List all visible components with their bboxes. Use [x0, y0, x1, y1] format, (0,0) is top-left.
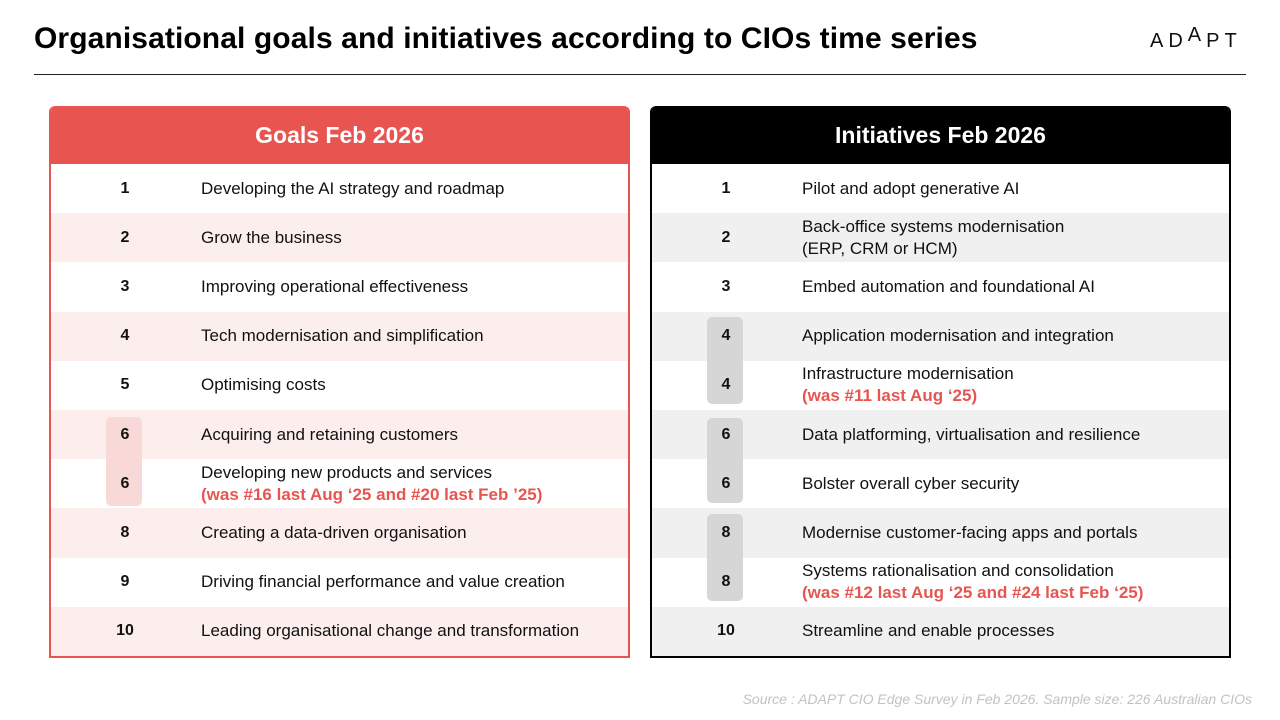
goals-header: Goals Feb 2026: [51, 106, 628, 164]
table-row: 4 Tech modernisation and simplification: [51, 311, 628, 361]
goals-panel: Goals Feb 2026 1 Developing the AI strate…: [49, 106, 630, 658]
row-label: Bolster overall cyber security: [802, 473, 1019, 495]
row-label: Data platforming, virtualisation and res…: [802, 424, 1140, 446]
table-row: 2 Grow the business: [51, 213, 628, 263]
rank-number: 3: [120, 277, 130, 295]
initiatives-tie-highlight-4: [707, 317, 743, 404]
row-label: Back-office systems modernisation (ERP, C…: [802, 216, 1064, 260]
initiatives-tie-highlight-8: [707, 514, 743, 601]
table-row: 6 Data platforming, virtualisation and re…: [652, 409, 1229, 460]
row-label: Systems rationalisation and consolidatio…: [802, 560, 1143, 604]
table-row: 8 Systems rationalisation and consolidati…: [652, 558, 1229, 607]
table-row: 8 Creating a data-driven organisation: [51, 508, 628, 558]
row-label-text: Embed automation and foundational AI: [802, 276, 1095, 296]
rank-number: 1: [721, 179, 731, 197]
rank-number: 2: [721, 228, 731, 246]
rank-number: 6: [120, 425, 130, 443]
row-label: Grow the business: [201, 227, 342, 249]
rank-number: 4: [120, 327, 130, 345]
row-label: Tech modernisation and simplification: [201, 325, 484, 347]
row-label-text: Systems rationalisation and consolidatio…: [802, 561, 1114, 581]
rank-change-note: (was #11 last Aug ‘25): [802, 386, 978, 406]
table-row: 6 Acquiring and retaining customers: [51, 409, 628, 460]
table-row: 6 Bolster overall cyber security: [652, 459, 1229, 508]
rank-number: 6: [120, 474, 130, 492]
rank-number: 10: [116, 622, 134, 640]
rank-number: 2: [120, 228, 130, 246]
initiatives-header: Initiatives Feb 2026: [652, 106, 1229, 164]
row-label: Application modernisation and integratio…: [802, 325, 1114, 347]
row-label-text: Infrastructure modernisation: [802, 364, 1014, 384]
row-label: Developing new products and services (was…: [201, 462, 542, 506]
row-label: Streamline and enable processes: [802, 620, 1054, 642]
row-label-text: Improving operational effectiveness: [201, 276, 469, 296]
table-row: 4 Application modernisation and integrati…: [652, 311, 1229, 361]
row-label-text: Streamline and enable processes: [802, 621, 1055, 641]
goals-tie-highlight: [106, 417, 142, 506]
rank-change-note: (was #12 last Aug ‘25 and #24 last Feb ‘…: [802, 583, 1144, 603]
rank-number: 6: [721, 474, 731, 492]
row-label: Driving financial performance and value …: [201, 571, 565, 593]
row-label: Leading organisational change and transf…: [201, 620, 579, 642]
row-label-text: Developing new products and services: [201, 462, 493, 482]
row-label-text: Bolster overall cyber security: [802, 473, 1020, 493]
row-label: Improving operational effectiveness: [201, 276, 468, 298]
title-divider: [34, 74, 1246, 75]
rank-number: 8: [721, 573, 731, 591]
table-row: 1 Pilot and adopt generative AI: [652, 164, 1229, 213]
row-label-text: Application modernisation and integratio…: [802, 326, 1114, 346]
table-row: 10 Streamline and enable processes: [652, 606, 1229, 656]
rank-number: 9: [120, 573, 130, 591]
table-row: 1 Developing the AI strategy and roadmap: [51, 164, 628, 213]
row-label-text: Data platforming, virtualisation and res…: [802, 424, 1141, 444]
row-label: Embed automation and foundational AI: [802, 276, 1095, 298]
row-label: Creating a data-driven organisation: [201, 522, 467, 544]
row-label: Modernise customer-facing apps and porta…: [802, 522, 1137, 544]
row-label-text: Optimising costs: [201, 375, 326, 395]
source-note: Source : ADAPT CIO Edge Survey in Feb 20…: [742, 691, 1252, 707]
table-row: 6 Developing new products and services (wa…: [51, 459, 628, 508]
rank-number: 8: [721, 523, 731, 541]
row-label: Infrastructure modernisation (was #11 las…: [802, 363, 1014, 407]
initiatives-panel: Initiatives Feb 2026 1 Pilot and adopt ge…: [650, 106, 1231, 658]
table-row: 8 Modernise customer-facing apps and port…: [652, 508, 1229, 558]
table-row: 5 Optimising costs: [51, 361, 628, 410]
table-row: 10 Leading organisational change and tran…: [51, 606, 628, 656]
rank-number: 6: [721, 425, 731, 443]
table-row: 3 Embed automation and foundational AI: [652, 262, 1229, 311]
rank-number: 4: [721, 327, 731, 345]
table-row: 4 Infrastructure modernisation (was #11 la…: [652, 361, 1229, 410]
row-label-text: Modernise customer-facing apps and porta…: [802, 522, 1138, 542]
row-label: Acquiring and retaining customers: [201, 424, 458, 446]
row-label-text: Developing the AI strategy and roadmap: [201, 178, 505, 198]
rank-number: 5: [120, 376, 130, 394]
row-label-text: Acquiring and retaining customers: [201, 424, 459, 444]
row-label: Developing the AI strategy and roadmap: [201, 178, 504, 200]
row-label-text: Tech modernisation and simplification: [201, 326, 484, 346]
row-label-continuation: (ERP, CRM or HCM): [802, 238, 958, 258]
rank-number: 4: [721, 376, 731, 394]
rank-number: 3: [721, 277, 731, 295]
rank-number: 10: [717, 622, 735, 640]
adapt-logo: ADAPT: [1150, 24, 1242, 52]
row-label-text: Creating a data-driven organisation: [201, 522, 467, 542]
row-label-text: Leading organisational change and transf…: [201, 621, 580, 641]
table-row: 3 Improving operational effectiveness: [51, 262, 628, 311]
table-row: 2 Back-office systems modernisation (ERP, …: [652, 213, 1229, 263]
rank-change-note: (was #16 last Aug ‘25 and #20 last Feb ’…: [201, 484, 543, 504]
page-title: Organisational goals and initiatives acc…: [34, 22, 978, 55]
row-label: Pilot and adopt generative AI: [802, 178, 1019, 200]
rank-number: 1: [120, 179, 130, 197]
row-label-text: Pilot and adopt generative AI: [802, 178, 1020, 198]
goals-list: 1 Developing the AI strategy and roadmap 2…: [51, 164, 628, 656]
initiatives-tie-highlight-6: [707, 418, 743, 503]
initiatives-list: 1 Pilot and adopt generative AI 2 Back-offi…: [652, 164, 1229, 656]
row-label-text: Driving financial performance and value …: [201, 572, 565, 592]
row-label: Optimising costs: [201, 374, 326, 396]
rank-number: 8: [120, 523, 130, 541]
row-label-text: Grow the business: [201, 227, 342, 247]
row-label-text: Back-office systems modernisation: [802, 216, 1065, 236]
table-row: 9 Driving financial performance and value…: [51, 558, 628, 607]
